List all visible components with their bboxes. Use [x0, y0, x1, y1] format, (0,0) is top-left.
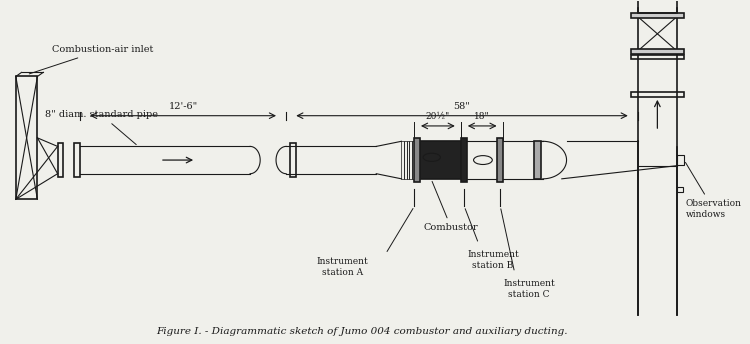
Bar: [406, 141, 410, 179]
Bar: [676, 187, 682, 193]
Bar: [497, 138, 503, 182]
Bar: [404, 141, 406, 179]
Bar: [74, 143, 80, 177]
Text: Instrument
station B: Instrument station B: [467, 250, 519, 270]
Bar: [638, 0, 676, 13]
Bar: [412, 141, 415, 179]
Bar: [420, 141, 461, 179]
Text: Altitude exhaust: Altitude exhaust: [0, 343, 1, 344]
Text: Combustion-air inlet: Combustion-air inlet: [29, 45, 153, 74]
Bar: [290, 143, 296, 177]
Bar: [631, 93, 684, 97]
Bar: [676, 155, 684, 165]
Bar: [16, 76, 38, 199]
Text: Instrument
station A: Instrument station A: [316, 257, 368, 277]
Bar: [401, 141, 404, 179]
Text: 12'-6": 12'-6": [169, 101, 198, 110]
Text: 58": 58": [454, 101, 470, 110]
Bar: [534, 141, 541, 179]
Text: 18": 18": [475, 112, 490, 121]
Bar: [461, 138, 467, 182]
Text: 8" diam. standard pipe: 8" diam. standard pipe: [45, 110, 158, 144]
Text: 20½": 20½": [426, 112, 450, 121]
Text: Instrument
station C: Instrument station C: [503, 279, 555, 299]
Bar: [631, 13, 684, 19]
Bar: [58, 143, 64, 177]
Bar: [631, 49, 684, 54]
Bar: [410, 141, 412, 179]
Bar: [631, 55, 684, 60]
Text: Observation
windows: Observation windows: [686, 162, 742, 219]
Text: Figure I. - Diagrammatic sketch of Jumo 004 combustor and auxiliary ducting.: Figure I. - Diagrammatic sketch of Jumo …: [156, 327, 568, 336]
Text: Combustor: Combustor: [424, 181, 478, 232]
Bar: [415, 138, 420, 182]
